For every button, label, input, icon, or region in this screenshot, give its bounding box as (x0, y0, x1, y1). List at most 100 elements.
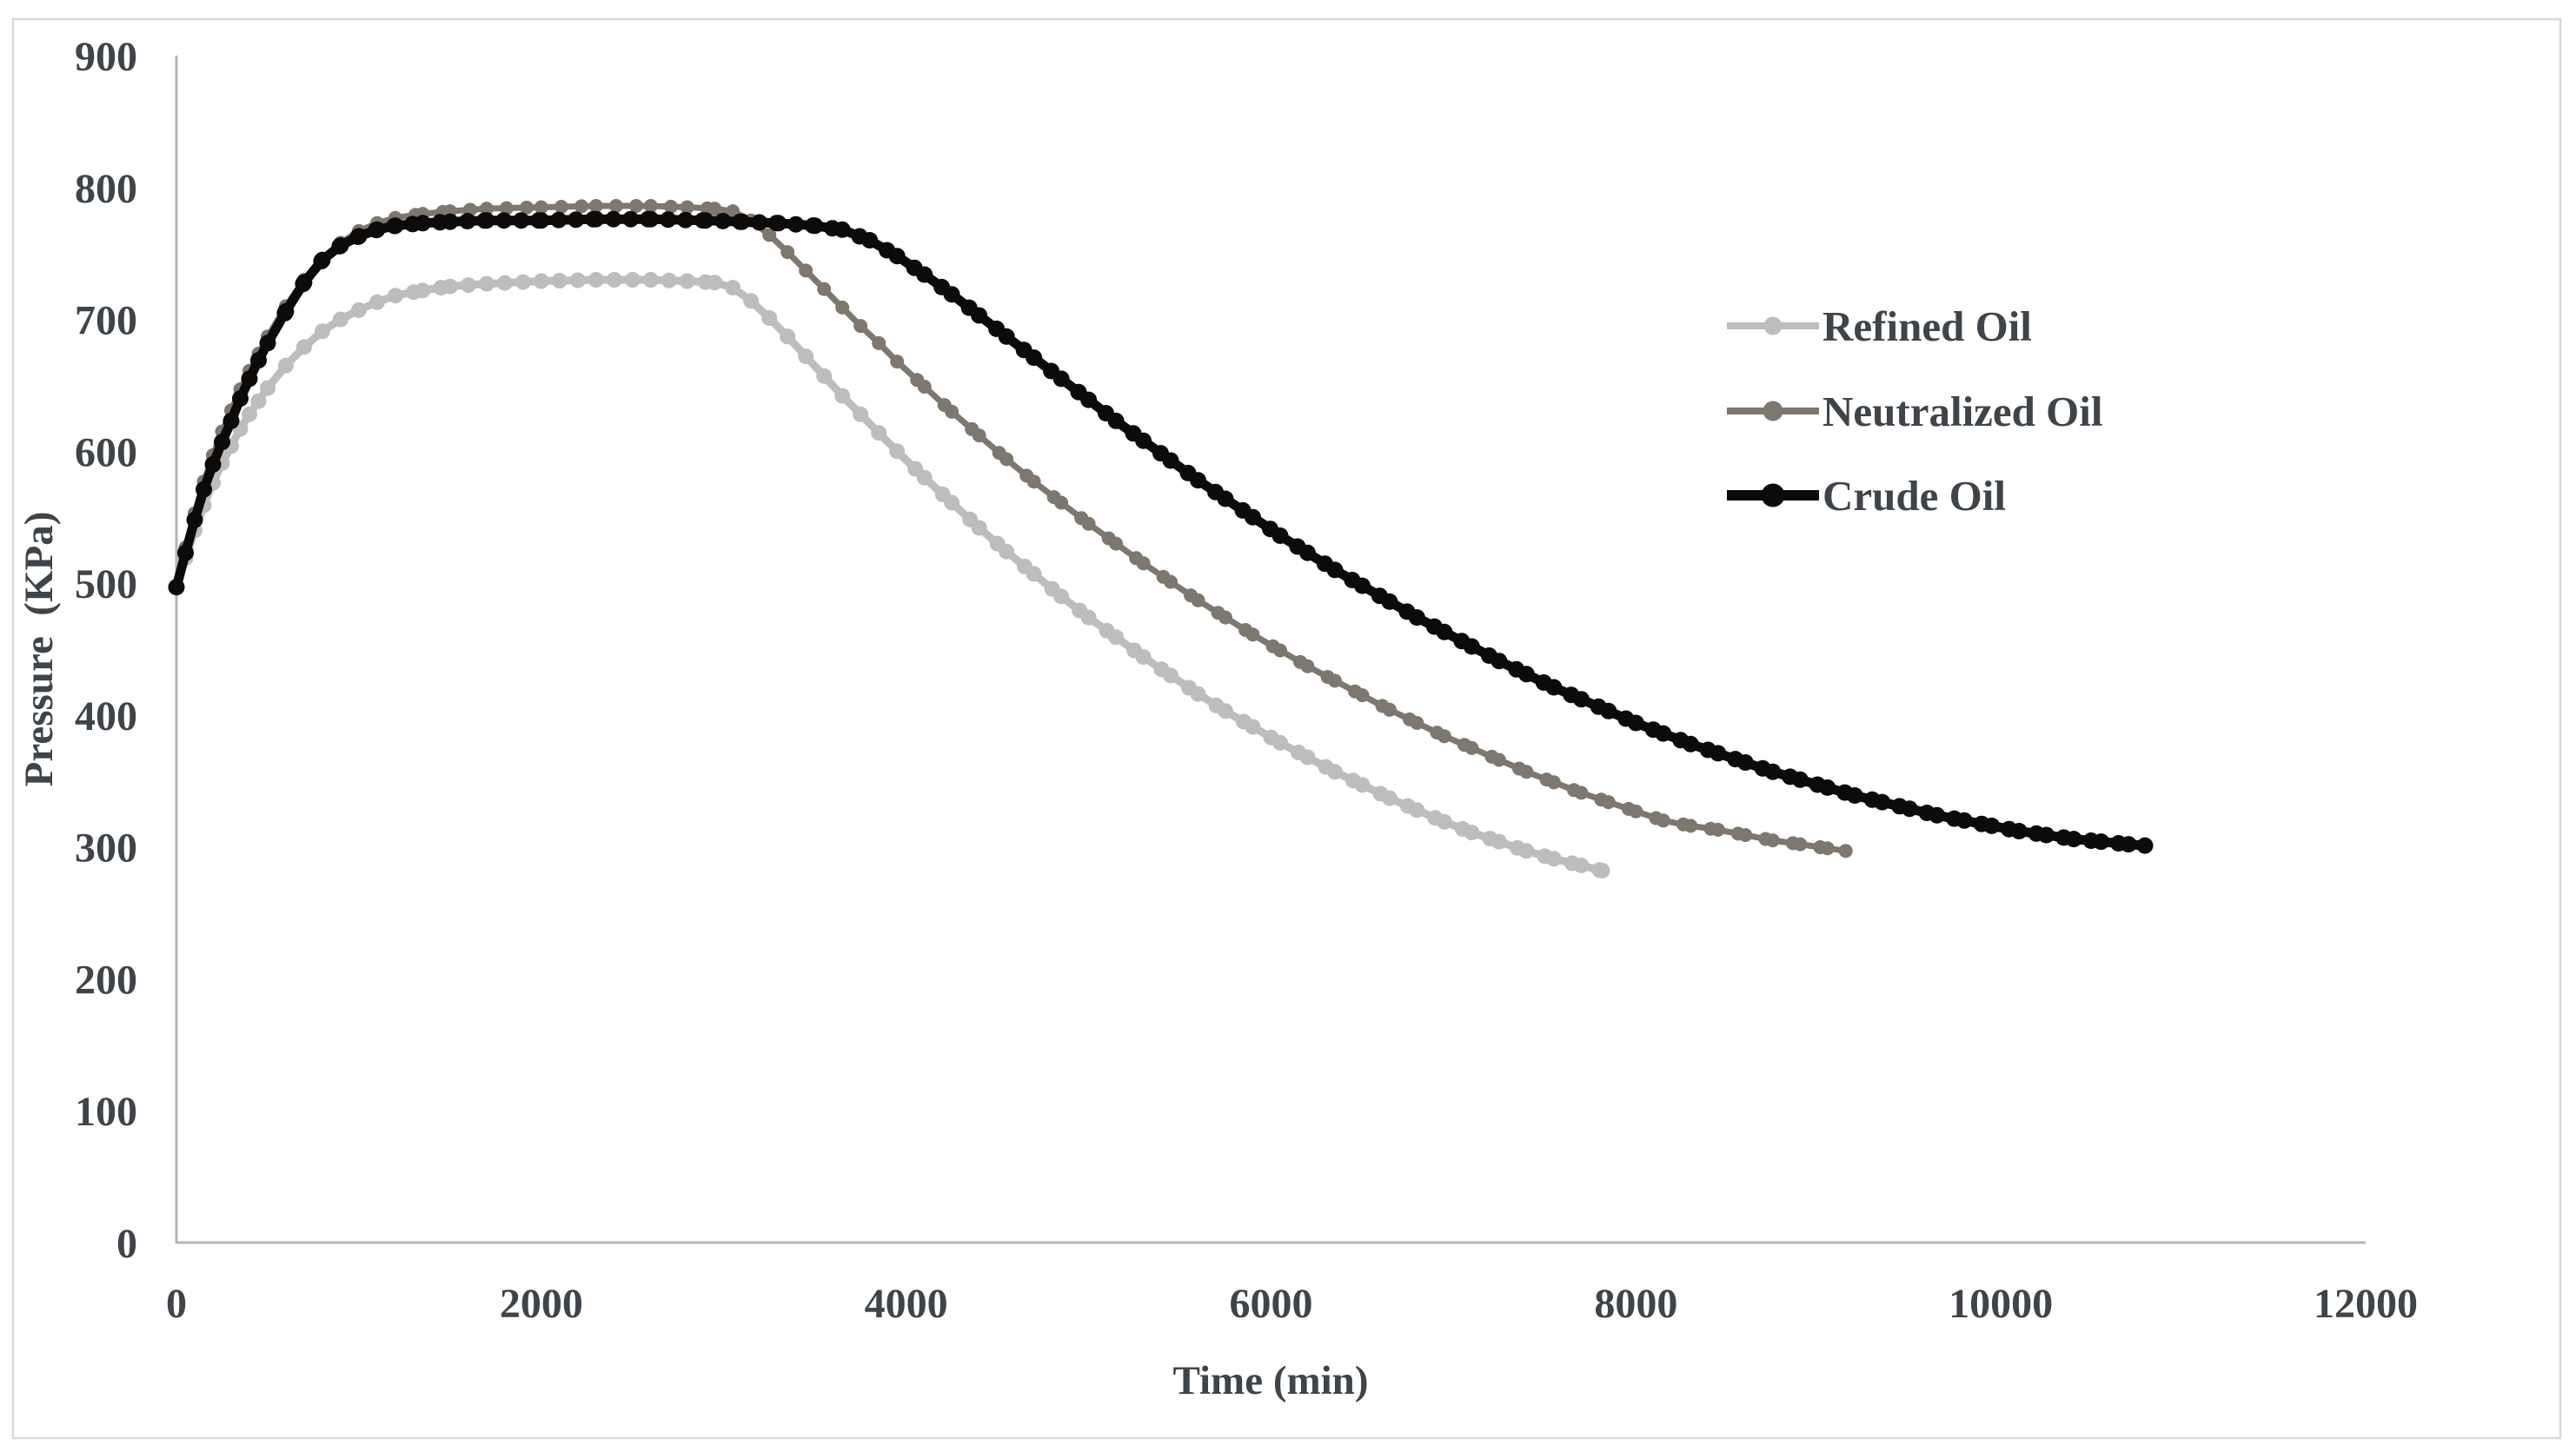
series-refined-oil-marker (250, 393, 267, 409)
series-crude-oil-marker (714, 212, 732, 229)
series-crude-oil-marker (1436, 623, 1453, 640)
legend-marker-crude (1761, 483, 1785, 507)
series-crude-oil-marker (833, 221, 851, 238)
series-refined-oil-marker (368, 294, 385, 310)
series-crude-oil-marker (2038, 826, 2055, 844)
chart-border (11, 17, 2562, 1440)
series-neutralized-oil-marker (1838, 844, 1853, 859)
series-refined-oil-marker (1108, 629, 1125, 646)
series-refined-oil-marker (707, 275, 723, 291)
series-crude-oil-marker (751, 214, 768, 231)
x-tick-label-0: 0 (166, 1281, 187, 1327)
series-crude-oil-marker (1080, 391, 1098, 408)
series-crude-oil-marker (1271, 527, 1289, 544)
series-refined-oil (169, 272, 1610, 878)
x-tick-label-4000: 4000 (865, 1281, 948, 1327)
y-tick-label-700: 700 (75, 298, 137, 344)
series-crude-oil-marker (1107, 412, 1125, 429)
series-refined-oil-marker (1409, 802, 1425, 819)
series-crude-oil-marker (622, 210, 640, 228)
series-crude-oil-marker (1190, 472, 1206, 489)
series-crude-oil-marker (697, 212, 714, 229)
series-refined-oil-marker (1518, 843, 1535, 859)
series-neutralized-oil-marker (643, 199, 658, 213)
series-refined-oil-marker (551, 273, 568, 288)
series-refined-oil-marker (871, 425, 887, 441)
series-neutralized-oil-marker (1491, 753, 1506, 767)
series-crude-oil-marker (943, 286, 960, 303)
series-neutralized-oil-marker (663, 199, 678, 214)
series-neutralized-oil-marker (680, 200, 694, 215)
series-neutralized-oil-marker (1738, 828, 1753, 842)
series-crude-oil-marker (1517, 666, 1535, 683)
series-crude-oil-marker (459, 213, 476, 229)
legend-label-crude: Crude Oil (1822, 472, 2006, 520)
series-crude-oil-marker (1655, 725, 1672, 742)
y-tick-label-400: 400 (75, 693, 137, 739)
series-refined-oil-marker (761, 310, 778, 326)
legend-label-refined: Refined Oil (1822, 302, 2032, 350)
series-refined-oil-marker (1354, 777, 1371, 793)
series-refined-oil-marker (332, 311, 349, 328)
series-neutralized-oil-marker (1574, 786, 1589, 800)
series-crude-oil-marker (1052, 370, 1070, 388)
series-neutralized-oil-marker (588, 199, 603, 213)
series-crude-oil-marker (1846, 787, 1863, 804)
series-crude-oil-marker (588, 210, 605, 228)
x-tick-label-10000: 10000 (1949, 1281, 2053, 1327)
series-refined-oil-marker (277, 357, 294, 374)
series-crude-oil-marker (1710, 745, 1727, 762)
series-neutralized-oil-marker (1273, 643, 1287, 658)
series-refined-oil-marker (1245, 719, 1261, 735)
series-refined-oil-marker (1545, 851, 1562, 867)
x-tick-label-2000: 2000 (500, 1281, 583, 1327)
series-crude-oil-marker (1736, 754, 1754, 771)
series-neutralized-oil-marker (945, 404, 959, 419)
x-tick-label-12000: 12000 (2314, 1281, 2418, 1327)
series-neutralized-oil-marker (1820, 841, 1835, 856)
series-crude-oil-marker (1026, 349, 1043, 367)
series-neutralized-oil-marker (1026, 474, 1041, 489)
series-crude-oil-marker (2120, 836, 2137, 853)
series-crude-oil-marker (642, 210, 660, 228)
series-crude-oil-marker (1162, 452, 1179, 469)
series-refined-oil-marker (1190, 686, 1206, 702)
legend-item-crude-oil: Crude Oil (1727, 472, 2006, 520)
series-refined-oil-marker (834, 388, 851, 404)
series-refined-oil-marker (780, 328, 796, 345)
series-neutralized-oil-marker (574, 199, 588, 214)
series-crude-oil-marker (442, 213, 459, 230)
series-crude-oil-marker (734, 213, 751, 230)
series-crude-oil-marker (332, 237, 349, 255)
series-crude-oil-marker (232, 390, 249, 408)
series-crude-oil-marker (214, 434, 230, 451)
series-neutralized-oil-marker (1683, 819, 1698, 833)
series-neutralized-oil-marker (817, 282, 832, 296)
series-refined-oil-marker (1594, 863, 1610, 878)
series-crude-oil (168, 210, 2154, 854)
y-tick-label-0: 0 (116, 1221, 137, 1267)
series-neutralized-oil-marker (917, 380, 932, 394)
series-refined-oil-marker (661, 272, 677, 288)
series-refined-oil-marker (1272, 734, 1288, 751)
series-neutralized-oil-marker (707, 202, 722, 216)
series-neutralized-oil-marker (872, 335, 886, 350)
series-crude-oil-marker (1572, 691, 1590, 708)
series-neutralized-oil-marker (780, 245, 795, 260)
series-refined-oil-marker (533, 273, 549, 289)
series-neutralized-oil-marker (479, 202, 494, 216)
series-neutralized-oil-marker (1765, 833, 1780, 848)
y-tick-label-600: 600 (75, 429, 137, 475)
series-crude-oil-marker (550, 211, 568, 229)
series-crude-oil-marker (250, 352, 267, 369)
series-refined-oil-marker (1163, 667, 1178, 684)
series-neutralized-oil (169, 199, 1853, 859)
series-crude-oil-marker (350, 228, 368, 245)
series-crude-oil-marker (414, 215, 431, 232)
series-neutralized-oil-marker (1191, 593, 1205, 607)
series-crude-oil-marker (1819, 779, 1836, 796)
series-crude-oil-marker (2065, 831, 2082, 848)
series-neutralized-oil-marker (1546, 775, 1561, 790)
series-refined-oil-marker (478, 275, 495, 292)
series-neutralized-oil-marker (853, 319, 868, 334)
